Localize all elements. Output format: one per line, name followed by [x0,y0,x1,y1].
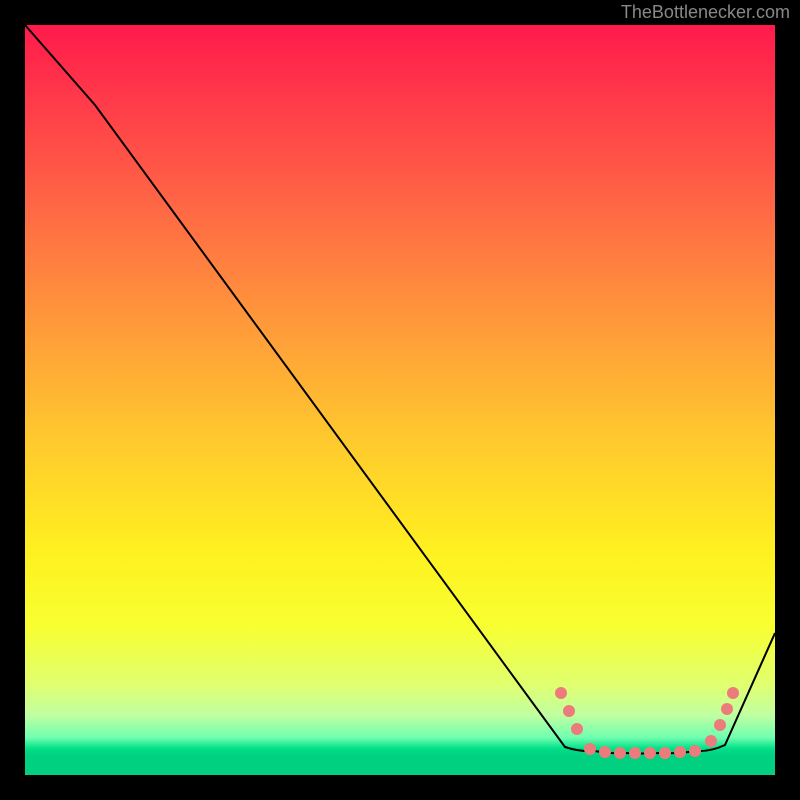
curve-marker [659,747,671,759]
gradient-background [25,25,775,775]
curve-marker [629,747,641,759]
watermark-text: TheBottlenecker.com [621,2,790,23]
curve-marker [599,746,611,758]
curve-marker [614,747,626,759]
curve-marker [705,735,717,747]
curve-marker [689,745,701,757]
curve-marker [563,705,575,717]
curve-marker [727,687,739,699]
curve-marker [555,687,567,699]
curve-marker [721,703,733,715]
curve-marker [714,719,726,731]
curve-marker [674,746,686,758]
curve-marker [644,747,656,759]
bottleneck-chart [25,25,775,775]
curve-marker [584,743,596,755]
curve-marker [571,723,583,735]
